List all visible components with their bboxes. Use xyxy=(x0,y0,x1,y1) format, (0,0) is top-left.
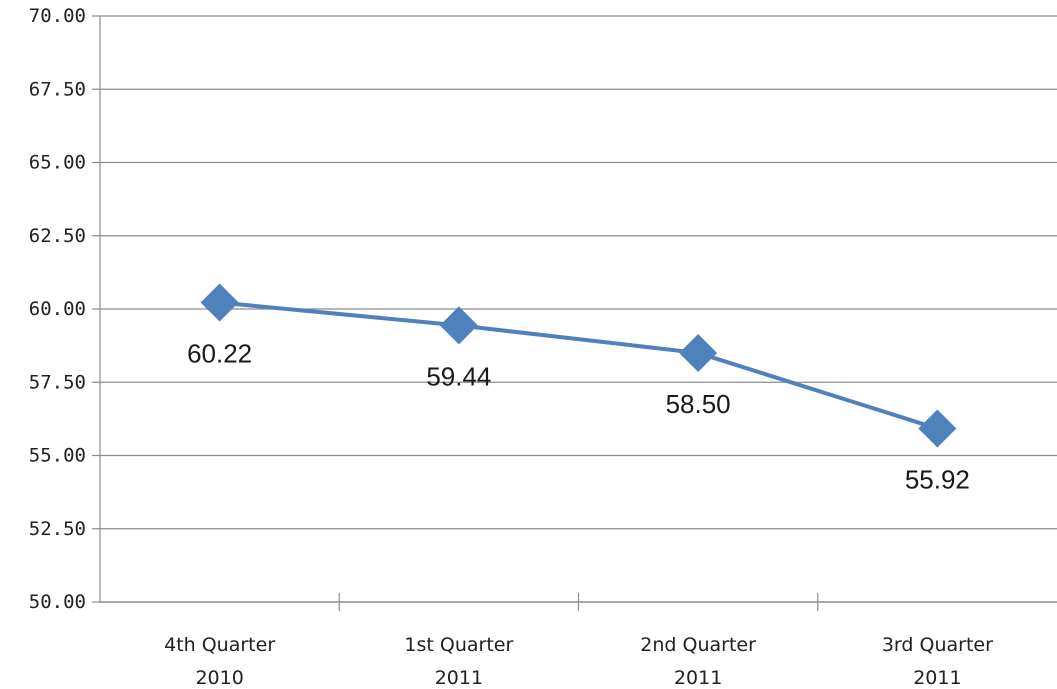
y-tick-label: 62.50 xyxy=(29,225,86,247)
x-tick-label: 2011 xyxy=(913,667,961,689)
x-tick-label: 2nd Quarter xyxy=(640,634,756,656)
y-tick-label: 65.00 xyxy=(29,152,86,174)
x-tick-label: 2011 xyxy=(674,667,722,689)
data-label: 59.44 xyxy=(426,361,491,391)
y-axis: 70.00 67.50 65.00 62.50 60.00 57.50 55.00 52.50… xyxy=(29,5,101,613)
y-tick-label: 55.00 xyxy=(29,445,86,467)
y-tick-label: 60.00 xyxy=(29,298,86,320)
data-label: 58.50 xyxy=(666,389,731,419)
y-tick-label: 67.50 xyxy=(29,78,86,100)
gridlines xyxy=(100,15,1057,530)
y-tick-label: 57.50 xyxy=(29,371,86,393)
x-tick-label: 2011 xyxy=(435,667,483,689)
data-label: 60.22 xyxy=(187,339,252,369)
series-group xyxy=(200,283,957,448)
x-axis: 4th Quarter 2010 1st Quarter 2011 2nd Quarte… xyxy=(100,593,1057,689)
x-tick-label: 2010 xyxy=(195,667,243,689)
y-tick-label: 50.00 xyxy=(29,591,86,613)
y-tick-label: 70.00 xyxy=(29,5,86,27)
y-tick-label: 52.50 xyxy=(29,518,86,540)
data-labels-group: 60.22 59.44 58.50 55.92 xyxy=(187,339,970,495)
series-line xyxy=(219,300,938,431)
x-tick-label: 4th Quarter xyxy=(164,634,275,656)
data-point-marker xyxy=(200,283,239,322)
x-tick-label: 1st Quarter xyxy=(404,634,513,656)
x-tick-label: 3rd Quarter xyxy=(882,634,993,656)
data-point-marker xyxy=(679,333,718,372)
data-point-marker xyxy=(918,409,957,448)
data-label: 55.92 xyxy=(905,465,970,495)
data-point-marker xyxy=(439,306,478,345)
